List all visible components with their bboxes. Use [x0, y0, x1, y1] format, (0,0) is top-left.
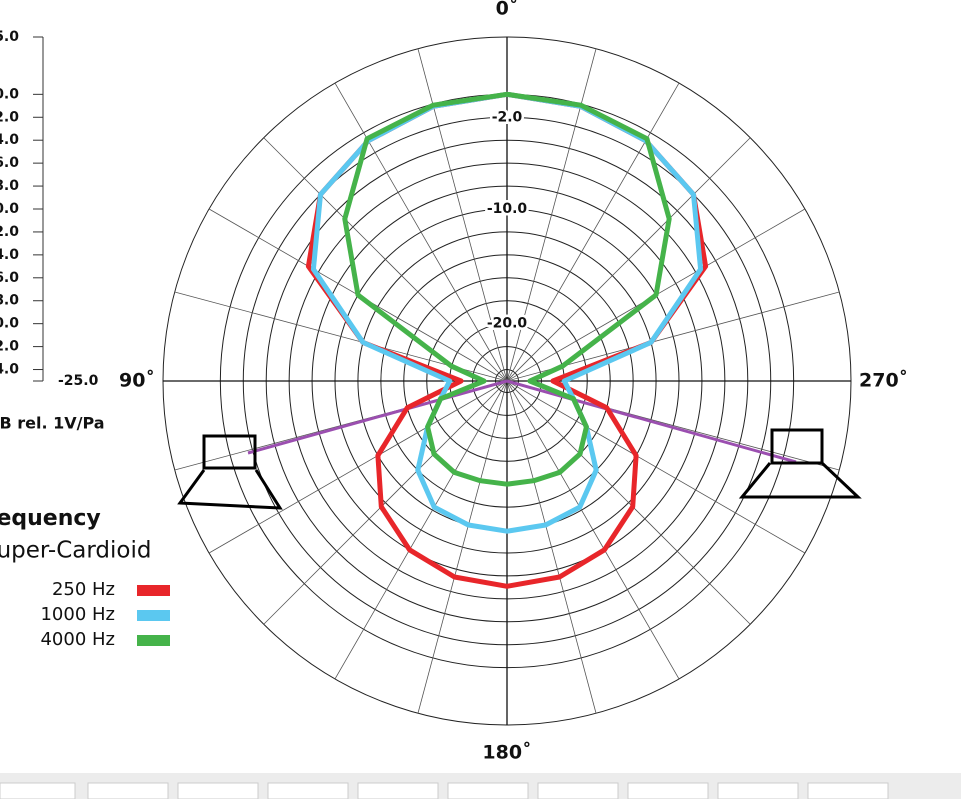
grid-spoke — [506, 82, 680, 382]
ring-label: -10.0 — [487, 201, 528, 217]
toolbar-button[interactable] — [447, 782, 529, 799]
unit-label: dB rel. 1V/Pa — [0, 414, 105, 433]
y-tick-label: -25.0 — [58, 373, 99, 389]
y-tick-label: -20.0 — [0, 316, 19, 332]
angle-label: 270˚ — [859, 369, 908, 392]
angle-label: 90˚ — [119, 369, 155, 392]
grid-spoke — [506, 380, 806, 554]
toolbar-button[interactable] — [357, 782, 439, 799]
y-tick-label: -24.0 — [0, 362, 19, 378]
legend-swatch — [137, 635, 170, 646]
grid-spoke — [263, 137, 508, 382]
toolbar — [0, 773, 961, 799]
speaker-box — [202, 434, 257, 470]
legend-title: Frequency — [0, 506, 101, 531]
speaker-cone — [738, 461, 862, 499]
legend-swatch — [137, 585, 170, 596]
legend-label: 1000 Hz — [40, 604, 115, 625]
y-tick-label: -10.0 — [0, 201, 19, 217]
y-tick-label: -8.0 — [0, 178, 19, 194]
toolbar-button[interactable] — [267, 782, 349, 799]
grid-spoke — [506, 380, 597, 714]
grid-spoke — [334, 380, 508, 680]
legend-label: 4000 Hz — [40, 629, 115, 650]
speaker-line — [247, 379, 508, 455]
y-tick-label: -4.0 — [0, 132, 19, 148]
legend-label: 250 Hz — [52, 579, 115, 600]
polar-curve — [305, 91, 709, 589]
y-tick-label: -16.0 — [0, 270, 19, 286]
y-tick-label: -2.0 — [0, 109, 19, 125]
speaker-box — [770, 428, 824, 465]
polar-curve — [342, 91, 672, 487]
y-tick-label: 5.0 — [0, 29, 19, 45]
y-tick-label: 0.0 — [0, 86, 19, 102]
ring-label: -2.0 — [492, 109, 523, 125]
y-tick-label: -6.0 — [0, 155, 19, 171]
pattern-label: Super-Cardioid — [0, 538, 151, 564]
speaker-cone — [177, 469, 283, 510]
grid-spoke — [334, 82, 508, 382]
grid-spoke — [506, 380, 680, 680]
toolbar-button[interactable] — [87, 782, 169, 799]
y-tick-label: -12.0 — [0, 224, 19, 240]
grid-spoke — [208, 380, 508, 554]
speaker-line — [506, 379, 797, 464]
angle-label: 180˚ — [482, 741, 531, 764]
grid-spoke — [263, 380, 508, 625]
ring-label: -20.0 — [487, 316, 528, 332]
angle-label: 0˚ — [496, 0, 519, 20]
toolbar-button[interactable] — [717, 782, 799, 799]
legend-swatch — [137, 610, 170, 621]
y-tick-label: -22.0 — [0, 339, 19, 355]
toolbar-button[interactable] — [177, 782, 259, 799]
toolbar-button[interactable] — [807, 782, 889, 799]
speakers — [247, 379, 797, 464]
grid-spoke — [506, 137, 751, 382]
polar-curve — [310, 91, 704, 534]
toolbar-button[interactable] — [627, 782, 709, 799]
grid-spoke — [506, 380, 751, 625]
y-tick-label: -18.0 — [0, 293, 19, 309]
grid-spoke — [417, 380, 508, 714]
y-tick-label: -14.0 — [0, 247, 19, 263]
toolbar-button[interactable] — [537, 782, 619, 799]
toolbar-button[interactable] — [0, 782, 76, 799]
speaker-icons — [177, 428, 862, 510]
